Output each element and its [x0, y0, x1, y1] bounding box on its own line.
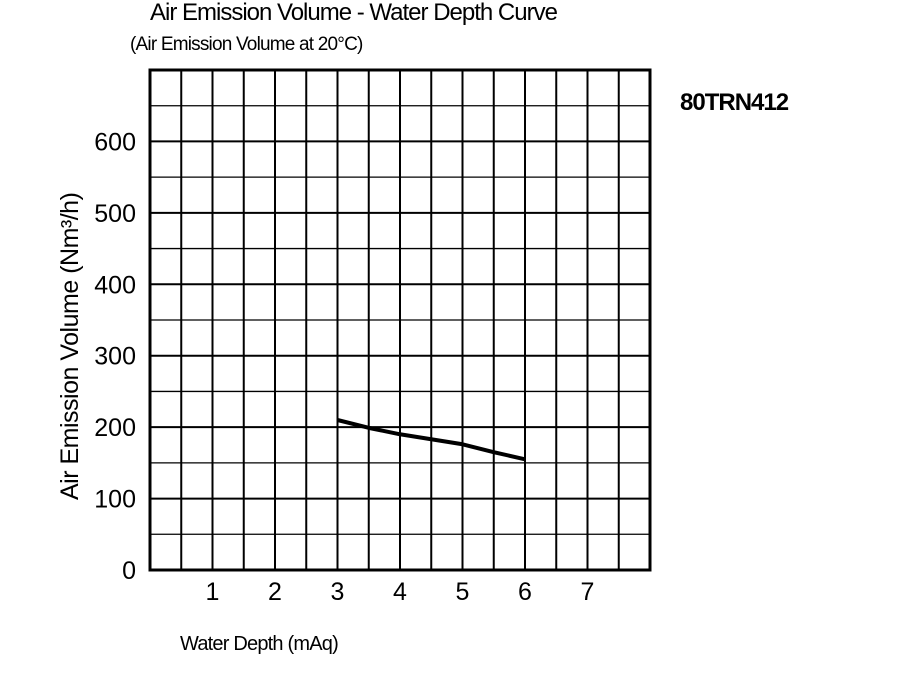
- x-tick-label: 2: [268, 578, 282, 606]
- model-label: 80TRN412: [680, 89, 789, 116]
- series-group: [337, 418, 526, 462]
- series-line-0: [337, 418, 526, 462]
- x-tick-label: 1: [206, 578, 220, 606]
- y-tick-label: 500: [94, 200, 136, 228]
- y-tick-label: 100: [94, 486, 136, 514]
- grid: [148, 68, 652, 572]
- chart-title: Air Emission Volume - Water Depth Curve: [150, 0, 558, 26]
- x-tick-label: 3: [331, 578, 345, 606]
- chart-subtitle: (Air Emission Volume at 20°C): [130, 34, 363, 55]
- x-tick-label: 4: [393, 578, 407, 606]
- plot-frame: [148, 68, 652, 572]
- x-tick-label: 7: [581, 578, 595, 606]
- y-tick-label: 600: [94, 128, 136, 156]
- y-axis-label: Air Emission Volume (Nm³/h): [56, 193, 84, 500]
- x-tick-labels: 1 2 3 4 5 6 7: [206, 578, 595, 606]
- y-tick-label: 300: [94, 343, 136, 371]
- x-tick-label: 6: [518, 578, 532, 606]
- y-tick-label: 0: [122, 557, 136, 585]
- x-tick-label: 5: [456, 578, 470, 606]
- y-tick-labels: 0 100 200 300 400 500 600: [94, 128, 136, 585]
- y-tick-label: 200: [94, 414, 136, 442]
- x-axis-label: Water Depth (mAq): [180, 633, 338, 655]
- y-tick-label: 400: [94, 271, 136, 299]
